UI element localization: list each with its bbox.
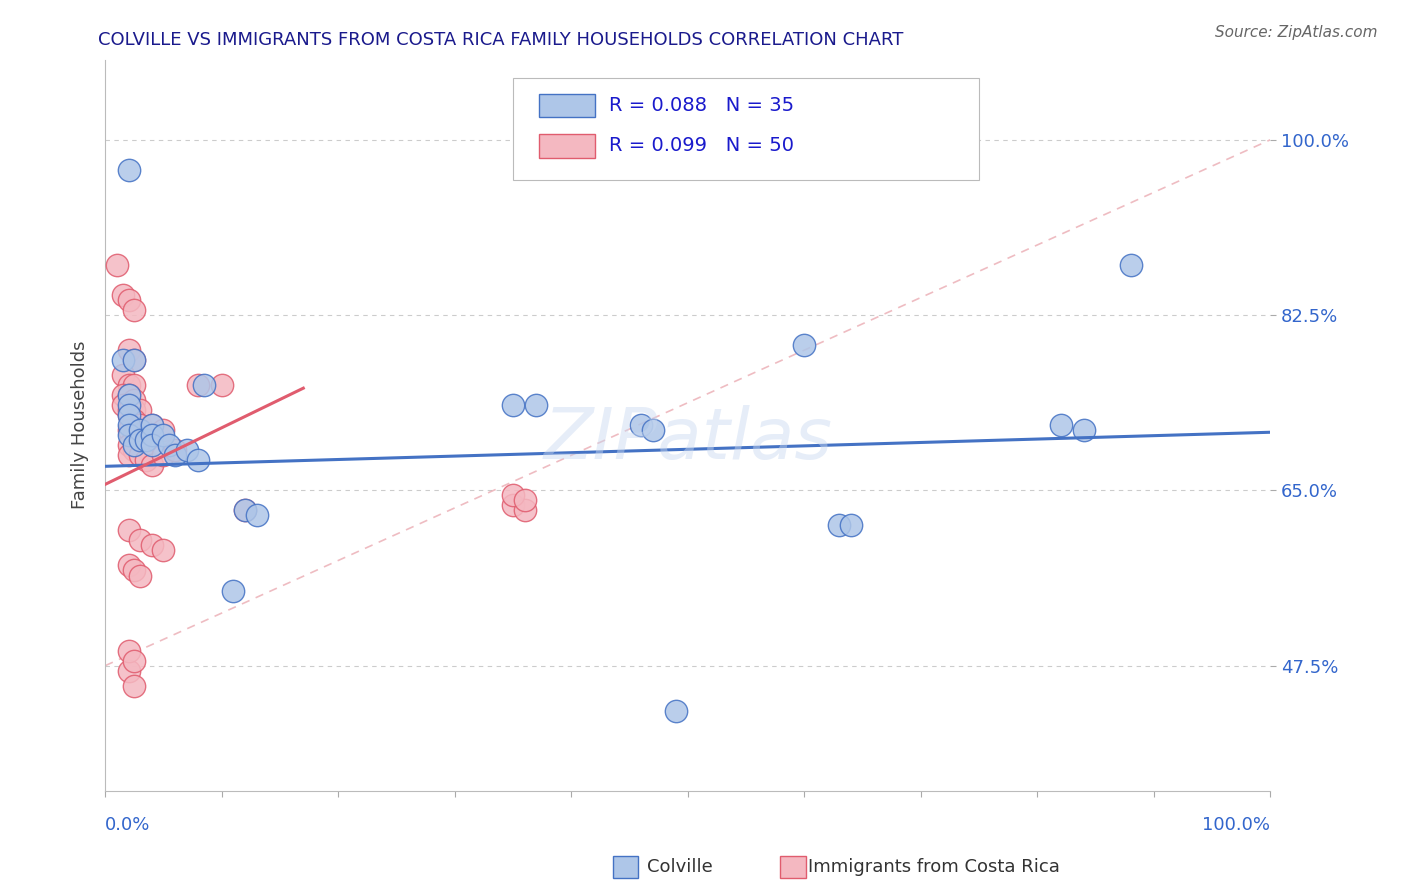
Point <box>117 388 139 402</box>
Point <box>233 503 256 517</box>
Point <box>152 428 174 442</box>
Point <box>141 538 163 552</box>
Point <box>513 503 536 517</box>
Point <box>124 428 146 442</box>
Point <box>124 654 146 668</box>
Point <box>124 378 146 392</box>
Text: R = 0.099   N = 50: R = 0.099 N = 50 <box>609 136 793 155</box>
Point <box>124 413 146 427</box>
Point <box>117 398 139 412</box>
Point <box>117 408 139 422</box>
Point <box>105 258 128 272</box>
Point <box>246 508 269 523</box>
Point <box>233 503 256 517</box>
Point <box>141 418 163 433</box>
Point <box>135 434 157 448</box>
Point <box>117 438 139 452</box>
Point <box>129 418 152 433</box>
Point <box>117 524 139 538</box>
Point <box>176 443 198 458</box>
Point <box>117 643 139 657</box>
Text: COLVILLE VS IMMIGRANTS FROM COSTA RICA FAMILY HOUSEHOLDS CORRELATION CHART: COLVILLE VS IMMIGRANTS FROM COSTA RICA F… <box>98 31 904 49</box>
Point <box>117 403 139 417</box>
Point <box>111 353 134 368</box>
Point <box>117 558 139 573</box>
Point <box>111 398 134 412</box>
Point <box>165 448 187 462</box>
Point <box>839 518 862 533</box>
Point <box>187 453 209 467</box>
Point <box>141 458 163 473</box>
Point <box>129 403 152 417</box>
Text: Immigrants from Costa Rica: Immigrants from Costa Rica <box>808 858 1060 876</box>
Point <box>1049 418 1071 433</box>
Point <box>502 398 524 412</box>
Point <box>157 438 180 452</box>
Point <box>124 564 146 578</box>
Point <box>141 438 163 452</box>
Point <box>641 423 664 437</box>
Text: Source: ZipAtlas.com: Source: ZipAtlas.com <box>1215 25 1378 40</box>
Text: 0.0%: 0.0% <box>105 816 150 834</box>
Point <box>111 388 134 402</box>
Point <box>124 303 146 318</box>
Point <box>117 418 139 433</box>
Point <box>665 704 688 718</box>
Point <box>124 443 146 458</box>
Point <box>129 434 152 448</box>
Point <box>1119 258 1142 272</box>
Point <box>524 398 547 412</box>
Point <box>135 453 157 467</box>
Point <box>117 448 139 462</box>
Point <box>793 338 815 352</box>
Point <box>117 423 139 437</box>
Point <box>513 493 536 508</box>
Point <box>630 418 652 433</box>
Point <box>117 162 139 177</box>
Point <box>141 418 163 433</box>
Bar <box>538 134 595 158</box>
Point <box>117 408 139 422</box>
Point <box>502 488 524 502</box>
Point <box>129 423 152 437</box>
Point <box>828 518 851 533</box>
Bar <box>538 94 595 118</box>
Point <box>152 448 174 462</box>
Y-axis label: Family Households: Family Households <box>72 341 89 509</box>
Point <box>193 378 215 392</box>
Text: R = 0.088   N = 35: R = 0.088 N = 35 <box>609 96 794 115</box>
FancyBboxPatch shape <box>513 78 979 180</box>
Point <box>111 368 134 383</box>
Point <box>141 428 163 442</box>
Point <box>502 499 524 513</box>
Point <box>124 353 146 368</box>
Point <box>124 393 146 408</box>
Text: 100.0%: 100.0% <box>1202 816 1271 834</box>
Point <box>117 293 139 307</box>
Point <box>111 288 134 302</box>
Point <box>129 568 152 582</box>
Point <box>211 378 233 392</box>
Point <box>124 438 146 452</box>
Point <box>124 679 146 693</box>
Text: ZIPatlas: ZIPatlas <box>543 405 832 475</box>
Point <box>187 378 209 392</box>
Point <box>222 583 245 598</box>
Point <box>129 434 152 448</box>
Point <box>117 664 139 678</box>
Point <box>117 428 139 442</box>
Point <box>152 423 174 437</box>
Point <box>129 533 152 548</box>
Point <box>117 388 139 402</box>
Point <box>117 343 139 357</box>
Point <box>165 443 187 458</box>
Point <box>117 378 139 392</box>
Point <box>124 353 146 368</box>
Point <box>152 543 174 558</box>
Point <box>124 403 146 417</box>
Point <box>129 448 152 462</box>
Point <box>1073 423 1095 437</box>
Text: Colville: Colville <box>647 858 713 876</box>
